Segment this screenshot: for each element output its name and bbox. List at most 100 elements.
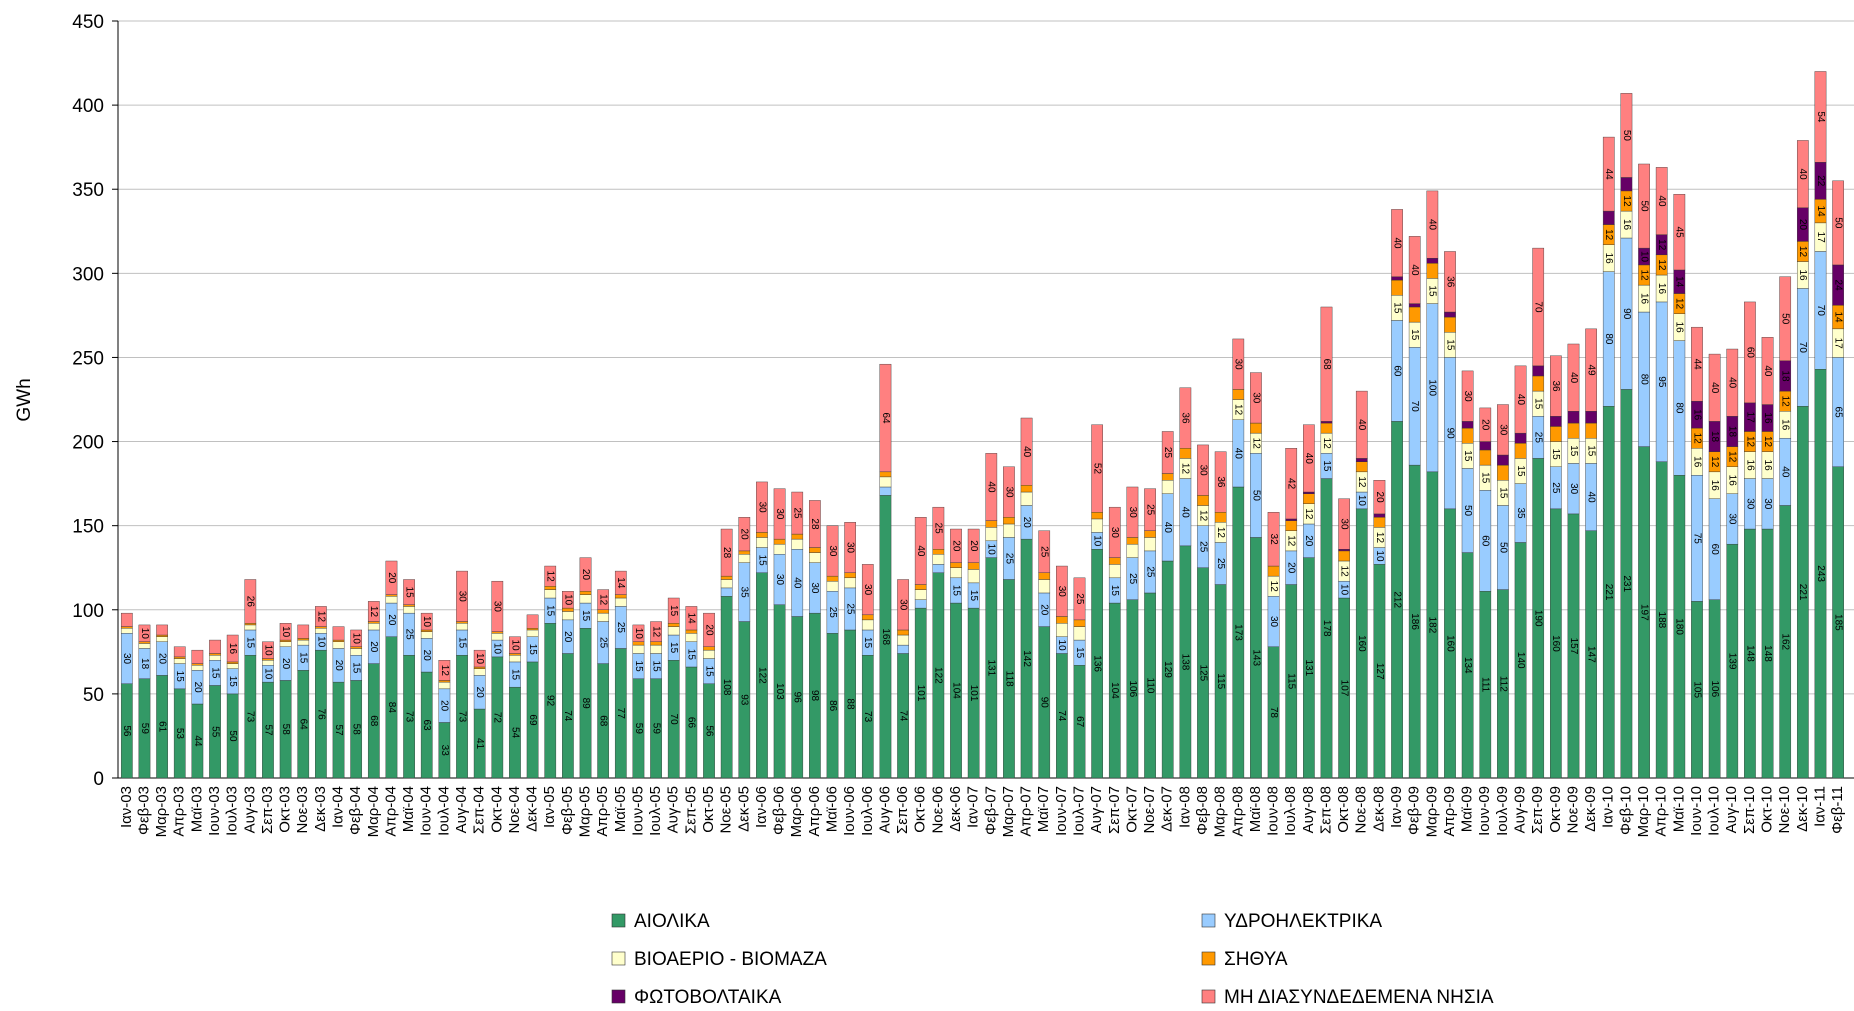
bar-segment (226, 634, 239, 663)
bar-segment (1161, 473, 1174, 481)
data-label: 142 (1021, 650, 1032, 667)
data-label: 10 (986, 544, 997, 556)
x-tick-label: Ιουν-03 (206, 786, 223, 836)
data-label: 25 (827, 607, 838, 619)
data-label: 115 (1215, 673, 1226, 689)
data-label: 15 (580, 610, 591, 622)
bar-segment (879, 471, 892, 478)
bar-segment (1444, 316, 1456, 333)
x-tick-label: Φεβ-05 (559, 786, 576, 835)
data-label: 25 (1074, 593, 1085, 605)
data-label: 139 (1727, 653, 1738, 670)
data-label: 186 (1409, 613, 1420, 630)
y-tick-label: 200 (72, 433, 104, 454)
data-label: 25 (845, 603, 856, 615)
data-label: 118 (1003, 671, 1014, 687)
data-label: 10 (139, 628, 150, 640)
data-label: 15 (686, 649, 697, 661)
data-label: 20 (386, 572, 397, 584)
bar-segment (209, 654, 221, 661)
bar-segment (332, 626, 345, 641)
x-tick-label: Οκτ-03 (277, 786, 294, 833)
data-label: 12 (1797, 246, 1808, 258)
bar-segment (738, 517, 751, 552)
data-label: 12 (368, 606, 379, 618)
bar-segment (738, 554, 751, 563)
data-label: 12 (1727, 451, 1738, 463)
data-label: 134 (1462, 657, 1473, 674)
bar-segment (967, 528, 980, 563)
bar-segment (579, 594, 592, 604)
x-tick-label: Νοε-09 (1564, 786, 1581, 834)
data-label: 12 (1709, 456, 1720, 468)
data-label: 20 (474, 687, 485, 699)
data-label: 125 (1197, 665, 1208, 682)
bar-segment (932, 554, 945, 565)
data-label: 25 (598, 637, 609, 649)
data-label: 111 (1480, 677, 1491, 693)
bar-segment (932, 564, 945, 573)
bar-segment (756, 537, 768, 548)
data-label: 12 (545, 571, 556, 583)
bar-segment (350, 646, 363, 649)
x-tick-label: Σεπ-05 (682, 786, 699, 834)
bar-segment (244, 624, 257, 631)
data-label: 12 (1233, 404, 1244, 416)
bar-segment (1391, 276, 1403, 281)
data-label: 35 (739, 587, 750, 599)
data-label: 30 (1003, 486, 1014, 498)
data-label: 243 (1815, 565, 1826, 582)
x-tick-label: Νοε-03 (294, 786, 311, 834)
data-label: 40 (1409, 264, 1420, 276)
data-label: 42 (1286, 478, 1297, 490)
bar-segment (315, 606, 327, 627)
data-label: 20 (950, 540, 961, 552)
bar-segment (191, 649, 204, 664)
data-label: 36 (1444, 276, 1455, 288)
bar-segment (509, 654, 521, 663)
legend-label: ΜΗ ΔΙΑΣΥΝΔΕΔΕΜΕΝΑ ΝΗΣΙΑ (1224, 987, 1494, 1008)
bar-segment (1197, 444, 1209, 496)
bar-segment (1567, 422, 1580, 439)
data-label: 30 (897, 599, 908, 611)
data-label: 173 (1233, 624, 1244, 641)
data-label: 56 (703, 725, 714, 737)
bar-segment (1655, 167, 1668, 235)
data-label: 101 (968, 685, 979, 702)
bar-segment (1426, 257, 1439, 264)
x-tick-label: Φεβ-09 (1406, 786, 1423, 835)
bar-segment (509, 636, 521, 654)
bar-segment (738, 550, 751, 555)
data-label: 15 (1321, 460, 1332, 472)
data-label: 40 (792, 577, 803, 589)
data-label: 75 (1691, 533, 1702, 545)
data-label: 108 (721, 679, 732, 696)
data-label: 20 (333, 660, 344, 672)
data-label: 15 (545, 605, 556, 617)
bar-segment (1532, 375, 1545, 392)
x-tick-label: Ιουλ-03 (224, 786, 241, 836)
data-label: 138 (1180, 654, 1191, 671)
data-label: 15 (1550, 449, 1561, 461)
data-label: 40 (1427, 219, 1438, 231)
bar-segment (1602, 210, 1615, 225)
bar-segment (1814, 71, 1827, 163)
bar-segment (1179, 448, 1192, 459)
x-tick-label: Αυγ-04 (453, 786, 470, 833)
x-tick-label: Σεπ-06 (894, 786, 911, 834)
data-label: 74 (562, 710, 573, 722)
bar-segment (385, 596, 398, 604)
x-tick-label: Δεκ-07 (1159, 786, 1176, 832)
data-label: 77 (615, 708, 626, 720)
data-label: 15 (650, 661, 661, 673)
x-tick-label: Ιαν-03 (118, 786, 135, 828)
data-label: 15 (668, 605, 679, 617)
data-label: 18 (1780, 370, 1791, 382)
bar-segment (297, 624, 310, 639)
data-label: 86 (827, 700, 838, 712)
x-tick-label: Μαρ-10 (1635, 786, 1652, 837)
data-label: 15 (245, 637, 256, 649)
bar-segment (1832, 180, 1844, 266)
bar-segment (385, 594, 398, 597)
data-label: 74 (897, 710, 908, 722)
